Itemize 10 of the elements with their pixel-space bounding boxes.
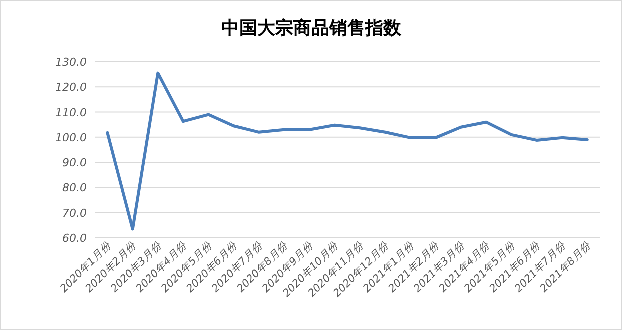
line-series — [106, 72, 589, 231]
y-tick-label: 100.0 — [56, 131, 87, 144]
y-tick-label: 80.0 — [62, 182, 87, 195]
y-tick-label: 60.0 — [62, 232, 87, 245]
y-tick-label: 90.0 — [62, 156, 87, 170]
y-tick-label: 120.0 — [56, 81, 87, 94]
y-tick-label: 130.0 — [56, 56, 87, 69]
y-tick-label: 110.0 — [56, 106, 87, 120]
chart-title: 中国大宗商品销售指数 — [222, 18, 402, 39]
y-tick-label: 70.0 — [62, 206, 87, 220]
